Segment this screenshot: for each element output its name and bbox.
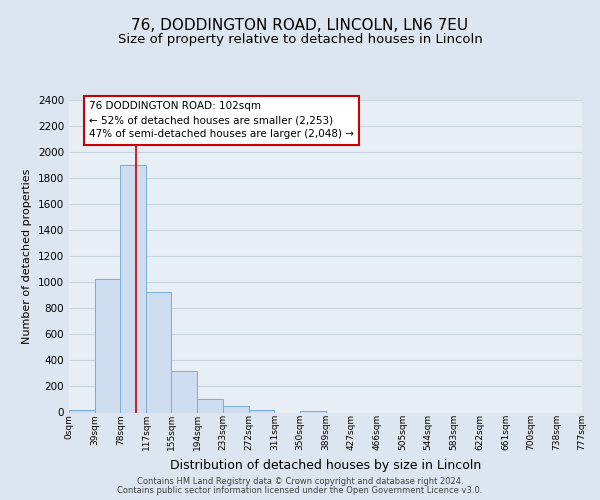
Text: 76, DODDINGTON ROAD, LINCOLN, LN6 7EU: 76, DODDINGTON ROAD, LINCOLN, LN6 7EU [131,18,469,32]
Text: Size of property relative to detached houses in Lincoln: Size of property relative to detached ho… [118,32,482,46]
Y-axis label: Number of detached properties: Number of detached properties [22,168,32,344]
Bar [248,410,274,412]
Bar [197,399,223,412]
Bar [69,410,95,412]
Bar [172,371,197,412]
Bar [121,165,146,412]
Text: Contains public sector information licensed under the Open Government Licence v3: Contains public sector information licen… [118,486,482,495]
Bar [223,406,248,412]
Bar [95,279,121,412]
Text: Contains HM Land Registry data © Crown copyright and database right 2024.: Contains HM Land Registry data © Crown c… [137,477,463,486]
Bar [300,410,326,412]
Text: 76 DODDINGTON ROAD: 102sqm
← 52% of detached houses are smaller (2,253)
47% of s: 76 DODDINGTON ROAD: 102sqm ← 52% of deta… [89,102,354,140]
X-axis label: Distribution of detached houses by size in Lincoln: Distribution of detached houses by size … [170,458,481,471]
Bar [146,292,172,412]
